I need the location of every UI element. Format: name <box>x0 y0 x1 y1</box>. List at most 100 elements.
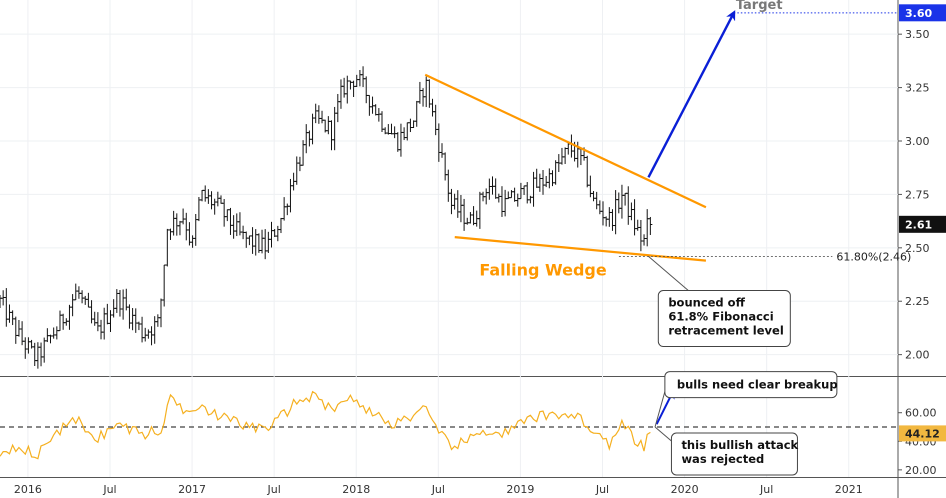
ohlc-bar <box>313 103 318 124</box>
ohlc-bar <box>196 197 201 222</box>
ohlc-bar <box>635 219 640 231</box>
target-price-badge-text: 3.60 <box>905 7 932 20</box>
x-tick-label: 2019 <box>506 483 534 496</box>
callout-pointer <box>648 255 689 291</box>
callout-text: bounced off 61.8% Fibonacci retracement le… <box>668 296 783 338</box>
ohlc-bar <box>439 143 444 158</box>
indicator-value-badge: 44.12 <box>899 425 946 442</box>
x-tick-label: 2016 <box>14 483 42 496</box>
ohlc-bar <box>522 185 527 195</box>
indicator-line <box>0 390 651 460</box>
ohlc-bar <box>121 289 126 320</box>
indicator-value-badge-bg <box>899 425 946 442</box>
callout-line: 61.8% Fibonacci <box>668 310 773 324</box>
ohlc-bar <box>537 173 542 192</box>
target-arrow <box>647 10 736 178</box>
ohlc-bar <box>184 212 189 241</box>
ohlc-bar <box>171 210 176 236</box>
ohlc-bar <box>140 316 145 343</box>
y-tick-label: 2.75 <box>905 188 930 201</box>
ohlc-bar <box>417 81 422 104</box>
ohlc-bar <box>329 120 334 151</box>
ohlc-bar <box>496 193 501 203</box>
ohlc-bar <box>212 198 217 215</box>
ohlc-bar <box>357 70 362 87</box>
ohlc-bar <box>395 132 400 152</box>
ohlc-bar <box>503 189 508 217</box>
ohlc-bar <box>190 235 195 248</box>
note-down-text: this bullish attack was rejected <box>681 438 798 466</box>
note-down-pointer <box>654 426 672 442</box>
ohlc-bar <box>364 76 369 104</box>
last-price-badge-bg <box>899 215 946 233</box>
ohlc-bar <box>585 155 590 188</box>
ohlc-bar <box>108 310 113 332</box>
fibonacci-level-label: 61.80%(2.46) <box>836 250 911 263</box>
note-down-box <box>670 432 798 476</box>
ohlc-bar <box>446 169 451 202</box>
ohlc-bar <box>541 170 546 195</box>
target-price-badge: 3.60 <box>899 4 946 22</box>
ohlc-bar <box>225 209 230 222</box>
ohlc-bar <box>597 200 602 215</box>
ohlc-bar <box>45 328 50 343</box>
ohlc-bar <box>642 234 647 246</box>
ohlc-bar <box>458 195 463 223</box>
wedge-upper-line <box>424 73 707 209</box>
ohlc-bar <box>626 186 631 225</box>
indicator-value-badge-text: 44.12 <box>905 427 940 440</box>
ohlc-bar <box>203 185 208 202</box>
ohlc-bar <box>619 184 624 219</box>
ohlc-bar <box>222 199 227 227</box>
ohlc-bar <box>301 140 306 166</box>
ohlc-bar <box>297 156 302 172</box>
y-tick-label: 2.50 <box>905 242 930 255</box>
ohlc-bar <box>234 213 239 237</box>
ohlc-bar <box>307 130 312 147</box>
ohlc-bar <box>278 217 283 234</box>
ohlc-bar <box>398 123 403 157</box>
ohlc-bar <box>354 74 359 87</box>
grid <box>0 0 898 477</box>
note-up-box <box>664 371 838 399</box>
ohlc-bar <box>515 193 520 207</box>
ohlc-bar <box>490 176 495 195</box>
ohlc-bar <box>61 313 66 330</box>
ohlc-bar <box>345 75 350 104</box>
x-tick-label: 2020 <box>671 483 699 496</box>
ohlc-bar <box>601 201 606 226</box>
x-tick-label: 2018 <box>342 483 370 496</box>
ohlc-bar <box>436 123 441 162</box>
ohlc-bar <box>607 207 612 227</box>
ohlc-bar <box>285 203 290 216</box>
ohlc-bar <box>13 316 18 344</box>
ohlc-bar <box>544 175 549 188</box>
note-down-line: was rejected <box>681 452 764 466</box>
ohlc-bar <box>604 216 609 227</box>
note-bulls-breakup: bulls need clear breakup <box>654 371 838 428</box>
ohlc-bar <box>67 304 72 330</box>
target-label: Target <box>736 0 783 13</box>
wedge-lower-line <box>454 236 707 262</box>
ohlc-bar <box>70 294 75 317</box>
x-tick-label: Jul <box>595 483 609 496</box>
x-tick-label: 2021 <box>835 483 863 496</box>
ohlc-bar <box>244 231 249 248</box>
last-price-badge: 2.61 <box>899 215 946 233</box>
ohlc-bar <box>421 88 426 107</box>
ohlc-bar <box>228 207 233 235</box>
ohlc-bar <box>338 79 343 109</box>
ohlc-bar <box>509 190 514 199</box>
ohlc-bar <box>623 192 628 206</box>
ohlc-bar <box>92 311 97 326</box>
ohlc-bar <box>26 337 31 354</box>
ohlc-bar <box>351 80 356 97</box>
ohlc-bar <box>288 178 293 213</box>
ohlc-bar <box>200 189 205 202</box>
ohlc-bar <box>408 118 413 133</box>
ohlc-bar <box>64 318 69 326</box>
ohlc-bar <box>471 206 476 226</box>
ohlc-bar <box>320 110 325 124</box>
